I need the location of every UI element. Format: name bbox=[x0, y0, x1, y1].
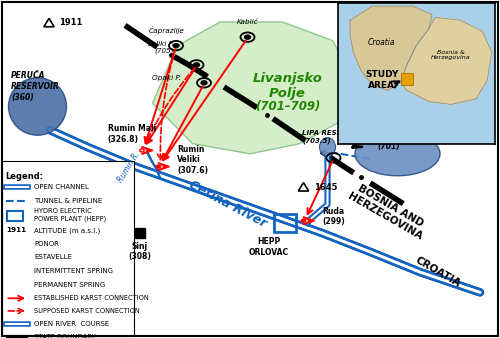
Polygon shape bbox=[142, 149, 146, 152]
Text: STATE BOUNDARY: STATE BOUNDARY bbox=[34, 334, 96, 338]
Circle shape bbox=[301, 219, 306, 222]
Polygon shape bbox=[5, 270, 8, 272]
Text: PERMANENT SPRING: PERMANENT SPRING bbox=[34, 282, 105, 288]
Circle shape bbox=[4, 284, 7, 286]
Text: Kablić: Kablić bbox=[236, 19, 258, 25]
Ellipse shape bbox=[355, 132, 440, 176]
Text: ALTITUDE (m a.s.l.): ALTITUDE (m a.s.l.) bbox=[34, 227, 100, 234]
Circle shape bbox=[244, 35, 250, 39]
Ellipse shape bbox=[8, 78, 66, 135]
Text: Croatia: Croatia bbox=[368, 39, 396, 47]
Text: TUNNEL & PIPELINE: TUNNEL & PIPELINE bbox=[34, 198, 102, 204]
Text: PONOR: PONOR bbox=[34, 241, 59, 247]
Polygon shape bbox=[5, 268, 14, 274]
Polygon shape bbox=[158, 165, 162, 168]
Text: 1911: 1911 bbox=[59, 19, 82, 27]
Polygon shape bbox=[338, 3, 404, 116]
Polygon shape bbox=[304, 217, 314, 224]
Polygon shape bbox=[158, 163, 170, 170]
Text: Opaki P.: Opaki P. bbox=[152, 75, 182, 81]
Text: CROATIA: CROATIA bbox=[413, 255, 462, 289]
Text: HEPP
ORLOVAC: HEPP ORLOVAC bbox=[248, 237, 288, 257]
Text: OPEN CHANNEL: OPEN CHANNEL bbox=[34, 184, 89, 190]
Text: Veliki P.
(705): Veliki P. (705) bbox=[147, 41, 174, 54]
Text: Livanjsko
Polje: Livanjsko Polje bbox=[252, 72, 322, 100]
Polygon shape bbox=[152, 22, 350, 154]
Text: (701–709): (701–709) bbox=[255, 100, 320, 113]
Text: Legend:: Legend: bbox=[6, 172, 44, 182]
Text: PERUČA
RESERVOIR
(360): PERUČA RESERVOIR (360) bbox=[11, 71, 60, 102]
Circle shape bbox=[201, 81, 207, 85]
Circle shape bbox=[14, 242, 18, 245]
Ellipse shape bbox=[320, 138, 336, 156]
Text: ESTAVELLE: ESTAVELLE bbox=[34, 254, 72, 260]
Circle shape bbox=[156, 165, 160, 168]
Polygon shape bbox=[5, 284, 8, 286]
Text: BOSNIA AND
HERZEGOVINA: BOSNIA AND HERZEGOVINA bbox=[346, 181, 430, 242]
Circle shape bbox=[194, 63, 200, 67]
Text: INTERMITTENT SPRING: INTERMITTENT SPRING bbox=[34, 268, 113, 274]
Polygon shape bbox=[5, 282, 14, 288]
Text: Čaprazlije: Čaprazlije bbox=[149, 26, 185, 34]
Text: BUŠKO BLATO
RESERVOIR
(701): BUŠKO BLATO RESERVOIR (701) bbox=[378, 120, 437, 151]
Text: 1645: 1645 bbox=[314, 183, 338, 192]
Text: Cetina River: Cetina River bbox=[186, 178, 268, 231]
Text: Rumin R.: Rumin R. bbox=[116, 150, 142, 184]
Polygon shape bbox=[304, 219, 308, 222]
Text: 1911: 1911 bbox=[6, 227, 26, 233]
FancyBboxPatch shape bbox=[2, 161, 134, 336]
Text: Sinj
(308): Sinj (308) bbox=[128, 242, 152, 261]
Circle shape bbox=[173, 44, 179, 48]
Text: ESTABLISHED KARST CONNECTION: ESTABLISHED KARST CONNECTION bbox=[34, 295, 149, 301]
Polygon shape bbox=[400, 17, 492, 104]
Text: OPEN RIVER  COURSE: OPEN RIVER COURSE bbox=[34, 321, 109, 327]
Text: HYDRO ELECTRIC
POWER PLANT (HEPP): HYDRO ELECTRIC POWER PLANT (HEPP) bbox=[34, 208, 106, 222]
Text: SUPPOSED KARST CONNECTION: SUPPOSED KARST CONNECTION bbox=[34, 308, 140, 314]
Text: Bosnia &
Herzegovina: Bosnia & Herzegovina bbox=[431, 50, 470, 61]
Text: LIPA RESERVOIR
(703.5): LIPA RESERVOIR (703.5) bbox=[302, 130, 366, 144]
Polygon shape bbox=[142, 147, 153, 154]
Text: Rumin
Veliki
(307.6): Rumin Veliki (307.6) bbox=[177, 145, 208, 175]
Text: STUDY
AREA: STUDY AREA bbox=[365, 70, 398, 90]
Text: Ruda
(299): Ruda (299) bbox=[322, 207, 345, 226]
Text: Rumin Mali
(326.8): Rumin Mali (326.8) bbox=[108, 124, 156, 144]
Polygon shape bbox=[350, 6, 432, 90]
